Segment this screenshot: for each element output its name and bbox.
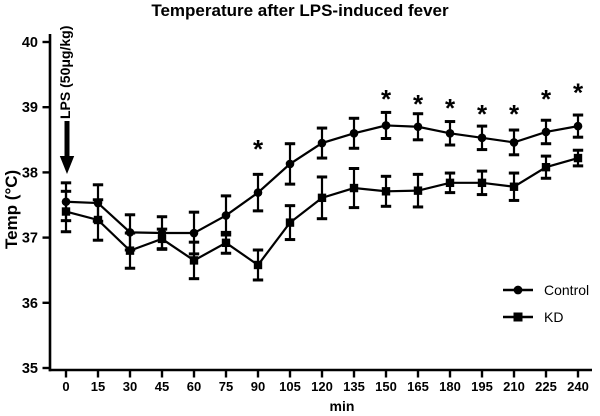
x-tick-label: 45 [155,379,169,394]
x-tick-label: 225 [535,379,557,394]
y-tick-label: 36 [22,296,38,312]
series-kd [60,148,584,282]
y-tick-label: 35 [22,361,38,377]
asterisk: * [477,99,488,129]
y-axis-ticks: 35 36 37 38 39 40 [22,35,50,377]
x-tick-label: 165 [407,379,429,394]
y-tick-label: 38 [22,165,38,181]
kd-point [189,256,199,265]
legend-item-control: Control [502,281,589,299]
x-tick-label: 0 [62,379,69,394]
kd-point [381,187,391,196]
axes [48,34,592,372]
series-control [60,110,584,256]
kd-point [541,162,551,172]
legend: Control KD [502,281,589,326]
kd-point [477,178,487,188]
kd-point [157,234,167,244]
control-point [317,138,327,148]
kd-point [413,186,423,195]
kd-point [221,238,231,248]
x-tick-label: 240 [567,379,589,394]
control-point [221,211,231,220]
kd-point [253,260,263,270]
control-point [413,122,423,132]
kd-point [93,215,103,225]
asterisk: * [509,99,520,129]
x-axis-label: min [329,398,355,414]
kd-point [509,182,519,191]
x-axis-ticks: 0 15 30 45 60 75 90 105 120 135 150 165 180 195 210 225… [62,370,589,394]
asterisk: * [413,89,424,119]
x-tick-label: 120 [311,379,333,394]
kd-point [349,183,359,193]
x-tick-label: 90 [251,379,265,394]
kd-point [317,193,327,203]
y-tick-label: 37 [22,231,38,247]
lps-arrow [59,121,75,174]
x-tick-label: 195 [471,379,493,394]
y-tick-label: 39 [22,100,38,116]
asterisk: * [541,84,552,114]
control-point [509,138,519,147]
legend-label-control: Control [544,282,590,298]
chart-title: Temperature after LPS-induced fever [151,1,449,20]
asterisk: * [381,84,392,114]
control-point [253,188,263,197]
kd-point [125,246,135,255]
kd-point [573,153,583,163]
control-point [445,128,455,138]
legend-label-kd: KD [544,309,564,325]
x-tick-label: 30 [123,379,137,394]
kd-point [61,207,71,216]
x-tick-label: 135 [343,379,365,394]
control-point [477,133,487,143]
control-point [285,159,295,169]
y-tick-label: 40 [22,35,38,51]
kd-point [445,178,455,188]
significance-asterisks: * * * * * * * * [253,77,584,164]
asterisk: * [445,93,456,123]
asterisk: * [253,134,264,164]
control-point [573,121,583,131]
x-tick-label: 15 [91,379,105,394]
x-tick-label: 105 [279,379,301,394]
x-tick-label: 150 [375,379,397,394]
legend-item-kd: KD [502,308,589,326]
x-tick-label: 60 [187,379,201,394]
asterisk: * [573,77,584,107]
kd-marker-icon [503,312,533,322]
control-point [381,121,391,130]
x-tick-label: 180 [439,379,461,394]
x-tick-label: 210 [503,379,525,394]
control-point [189,228,199,238]
control-point [349,128,359,138]
x-tick-label: 75 [219,379,233,394]
control-point [541,127,551,137]
control-marker-icon [503,285,533,295]
kd-point [285,218,295,227]
